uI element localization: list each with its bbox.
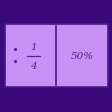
Text: 50%: 50% [70,52,93,60]
Text: 4: 4 [30,62,37,71]
Text: 1: 1 [30,43,37,52]
FancyBboxPatch shape [4,25,108,87]
